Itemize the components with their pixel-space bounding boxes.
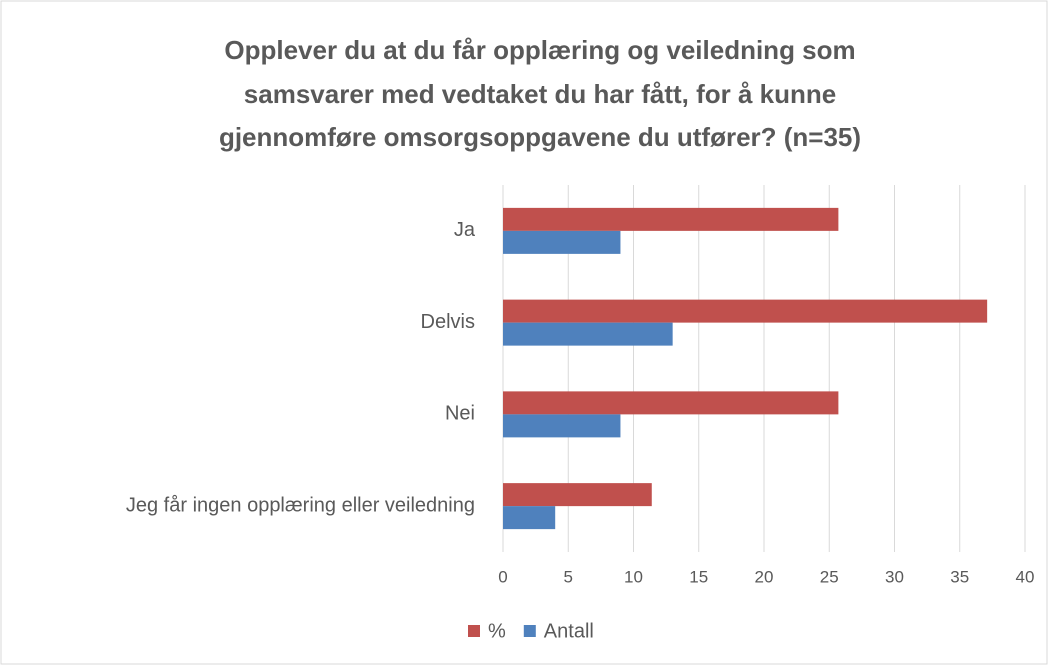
bar: [503, 391, 839, 415]
x-tick-label: 15: [689, 567, 708, 586]
legend-swatch: [523, 625, 536, 637]
bar: [503, 299, 988, 323]
bar: [503, 506, 556, 530]
x-tick-label: 40: [1016, 567, 1035, 586]
legend-label: Antall: [544, 620, 594, 642]
y-tick-label: Jeg får ingen opplæring eller veiledning: [126, 494, 475, 516]
bar: [503, 230, 621, 254]
x-tick-label: 30: [885, 567, 904, 586]
bar: [503, 414, 621, 438]
chart-title: Opplever du at du får opplæring og veile…: [224, 35, 855, 65]
y-tick-label: Delvis: [421, 311, 475, 333]
x-tick-label: 20: [755, 567, 774, 586]
y-tick-label: Nei: [445, 403, 475, 425]
chart-title: gjennomføre omsorgsoppgavene du utfører?…: [219, 122, 861, 152]
bar: [503, 322, 673, 346]
x-tick-label: 35: [950, 567, 969, 586]
x-tick-label: 25: [820, 567, 839, 586]
legend-label: %: [488, 620, 506, 642]
x-tick-label: 10: [624, 567, 643, 586]
bar: [503, 207, 839, 231]
chart-title: samsvarer med vedtaket du har fått, for …: [244, 79, 836, 109]
legend-swatch: [468, 625, 480, 637]
x-tick-label: 5: [564, 567, 573, 586]
x-tick-label: 0: [498, 567, 507, 586]
y-tick-label: Ja: [454, 219, 476, 241]
bar: [503, 483, 652, 507]
